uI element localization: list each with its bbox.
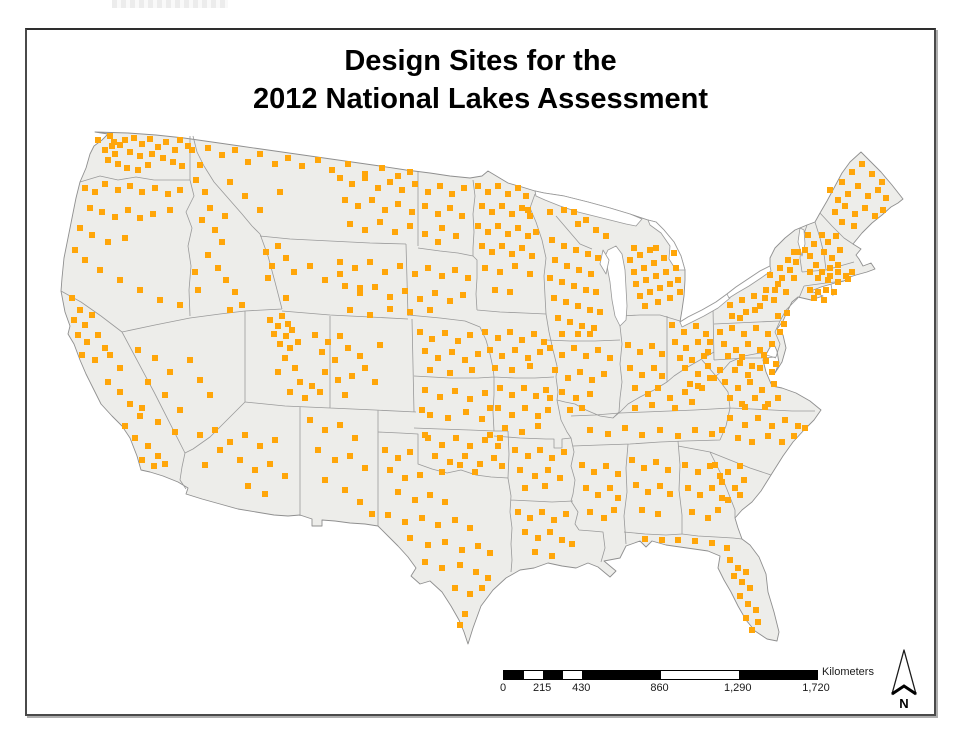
- map-frame: Design Sites for the 2012 National Lakes…: [25, 28, 936, 716]
- us-map: [60, 131, 904, 645]
- north-arrow-label: N: [899, 696, 908, 711]
- scale-bar-labels: 0 215 430 860 1,290 1,720: [499, 682, 830, 694]
- north-arrow: N: [891, 649, 917, 711]
- lake-huron: [647, 219, 686, 271]
- map-title: Design Sites for the 2012 National Lakes…: [27, 42, 934, 118]
- lake-erie: [679, 293, 731, 328]
- sites-layer: [69, 133, 889, 633]
- lake-ontario: [726, 265, 772, 299]
- us-landmass: [60, 131, 904, 645]
- map-title-line2: 2012 National Lakes Assessment: [252, 83, 709, 115]
- map-title-line1: Design Sites for the: [344, 45, 617, 77]
- redaction-artifact: [112, 0, 228, 8]
- scale-bar: [503, 670, 818, 680]
- lake-superior: [534, 190, 643, 227]
- great-lakes: [534, 190, 806, 328]
- scale-bar-unit: Kilometers: [822, 666, 874, 678]
